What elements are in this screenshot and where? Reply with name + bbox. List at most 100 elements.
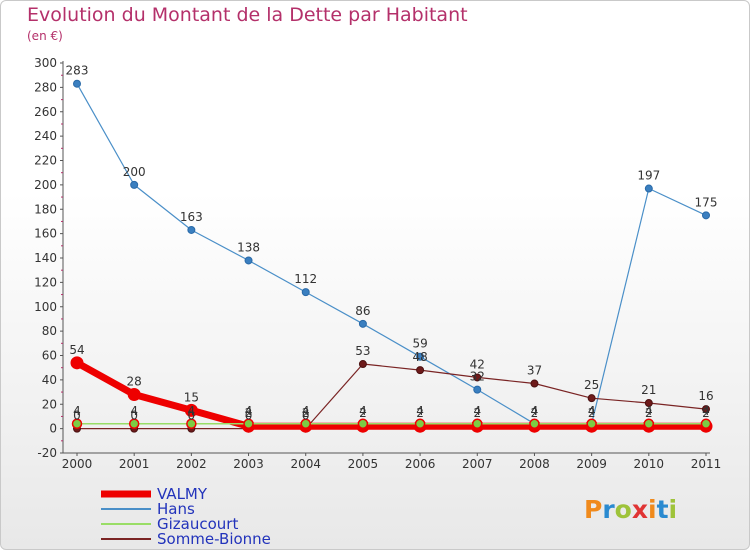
point-somme-bionne xyxy=(587,394,596,403)
data-label-gizaucourt: 4 xyxy=(130,404,138,418)
series-line-somme-bionne xyxy=(76,363,707,430)
x-tick-label: 2002 xyxy=(176,457,207,471)
point-gizaucourt xyxy=(128,418,140,429)
data-label-gizaucourt: 4 xyxy=(188,404,196,418)
proxiti-logo: Proxiti xyxy=(584,495,677,524)
data-label-somme-bionne: 0 xyxy=(302,409,310,423)
data-label-hans: 32 xyxy=(470,370,485,384)
data-label-gizaucourt: 4 xyxy=(473,404,481,418)
point-gizaucourt xyxy=(643,418,655,429)
point-somme-bionne xyxy=(530,379,539,388)
legend-label: Somme-Bionne xyxy=(157,530,271,548)
point-gizaucourt xyxy=(586,418,597,429)
point-gizaucourt xyxy=(700,418,712,429)
data-label-valmy: 2 xyxy=(302,406,310,420)
data-label-somme-bionne: 53 xyxy=(355,344,370,358)
legend-label: Hans xyxy=(157,500,195,518)
y-tick-label: -20 xyxy=(37,446,57,460)
x-tick-label: 2001 xyxy=(119,457,150,471)
data-label-gizaucourt: 4 xyxy=(416,404,424,418)
x-tick-label: 2004 xyxy=(290,457,321,471)
y-tick-label: 180 xyxy=(34,202,57,216)
point-gizaucourt xyxy=(414,418,426,429)
data-label-valmy: 2 xyxy=(645,406,653,420)
data-label-valmy: 2 xyxy=(359,406,367,420)
data-label-gizaucourt: 4 xyxy=(73,404,81,418)
x-tick-label: 2007 xyxy=(462,457,493,471)
point-hans xyxy=(187,225,196,234)
data-label-gizaucourt: 4 xyxy=(702,404,710,418)
point-somme-bionne xyxy=(702,405,710,414)
point-hans xyxy=(130,180,139,189)
y-tick-label: 80 xyxy=(42,324,57,338)
data-label-valmy: 2 xyxy=(702,406,710,420)
point-somme-bionne xyxy=(416,366,425,375)
x-tick-label: 2003 xyxy=(233,457,264,471)
point-valmy xyxy=(70,356,84,370)
y-tick-label: 280 xyxy=(34,80,57,94)
y-tick-label: 240 xyxy=(34,129,57,143)
point-somme-bionne xyxy=(644,399,653,408)
data-label-somme-bionne: 42 xyxy=(470,357,485,371)
point-gizaucourt xyxy=(243,418,254,429)
point-hans xyxy=(244,256,253,265)
series-line-valmy xyxy=(73,359,710,430)
legend-label: VALMY xyxy=(157,485,208,503)
data-label-valmy: 2 xyxy=(245,406,253,420)
point-somme-bionne xyxy=(358,360,367,369)
data-label-somme-bionne: 37 xyxy=(527,364,542,378)
y-tick-label: 120 xyxy=(34,275,57,289)
point-gizaucourt xyxy=(186,418,197,429)
x-tick-label: 2009 xyxy=(576,457,607,471)
data-label-hans: 197 xyxy=(637,169,660,183)
data-label-gizaucourt: 4 xyxy=(245,404,253,418)
point-hans xyxy=(73,79,81,88)
x-tick-label: 2010 xyxy=(634,457,665,471)
x-tick-label: 2000 xyxy=(62,457,93,471)
point-gizaucourt xyxy=(472,418,483,429)
y-tick-label: 100 xyxy=(34,300,57,314)
y-tick-label: 60 xyxy=(42,349,57,363)
series-line-hans xyxy=(76,83,707,425)
data-label-hans: 4 xyxy=(531,404,539,418)
data-label-somme-bionne: 0 xyxy=(245,409,253,423)
data-label-gizaucourt: 4 xyxy=(588,404,596,418)
y-tick-label: 40 xyxy=(42,373,57,387)
data-label-valmy: 2 xyxy=(531,406,539,420)
x-tick-label: 2005 xyxy=(348,457,379,471)
data-label-somme-bionne: 0 xyxy=(73,409,81,423)
y-tick-label: 0 xyxy=(49,422,57,436)
data-label-hans: 200 xyxy=(123,165,146,179)
point-gizaucourt xyxy=(529,418,540,429)
data-label-somme-bionne: 48 xyxy=(412,350,427,364)
point-hans xyxy=(473,385,482,394)
data-label-somme-bionne: 0 xyxy=(188,409,196,423)
data-label-hans: 163 xyxy=(180,210,203,224)
data-label-valmy: 2 xyxy=(473,406,481,420)
x-tick-label: 2006 xyxy=(405,457,436,471)
data-label-gizaucourt: 4 xyxy=(531,404,539,418)
data-label-hans: 175 xyxy=(695,195,718,209)
y-tick-label: 160 xyxy=(34,227,57,241)
point-gizaucourt xyxy=(300,418,311,429)
axes: -200204060801001201401601802002202402602… xyxy=(34,56,721,471)
y-tick-label: 20 xyxy=(42,397,57,411)
data-label-valmy: 54 xyxy=(69,343,84,357)
data-label-hans: 86 xyxy=(355,304,370,318)
point-hans xyxy=(301,288,310,297)
data-label-valmy: 28 xyxy=(127,375,142,389)
point-valmy xyxy=(127,388,141,401)
data-label-somme-bionne: 21 xyxy=(641,383,656,397)
point-hans xyxy=(416,352,425,361)
data-label-hans: 59 xyxy=(412,337,427,351)
data-label-hans: 112 xyxy=(294,272,317,286)
data-label-hans: 138 xyxy=(237,240,260,254)
x-tick-label: 2011 xyxy=(691,457,722,471)
data-label-somme-bionne: 25 xyxy=(584,378,599,392)
data-label-hans: 283 xyxy=(66,64,89,78)
data-label-gizaucourt: 4 xyxy=(359,404,367,418)
